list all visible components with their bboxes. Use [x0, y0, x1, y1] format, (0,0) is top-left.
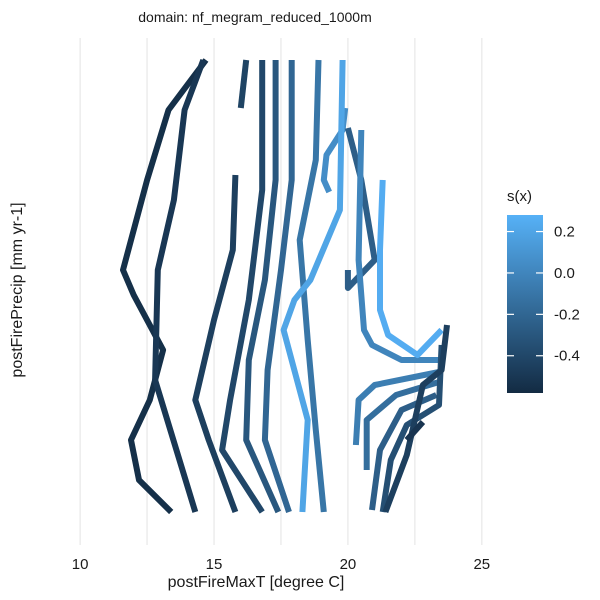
- x-axis-title: postFireMaxT [degree C]: [168, 574, 345, 591]
- x-axis-ticks: 10 15 20 25: [72, 556, 490, 573]
- contour-line: [243, 60, 282, 514]
- legend-title: s(x): [507, 188, 532, 205]
- contour-line: [404, 419, 426, 443]
- color-legend: s(x) 0.2 0.0 -0.2 -0.4: [507, 188, 580, 393]
- contour-line: [219, 60, 266, 514]
- x-tick-label: 10: [72, 556, 89, 573]
- contour-line: [355, 129, 439, 363]
- contour-line: [280, 59, 346, 513]
- x-tick-label: 15: [206, 556, 223, 573]
- legend-tick-label: -0.2: [554, 306, 580, 323]
- contour-line: [192, 174, 239, 514]
- contour-line: [377, 179, 444, 358]
- contour-line: [120, 58, 209, 515]
- contour-line: [363, 379, 440, 470]
- legend-ticks: 0.2 0.0 -0.2 -0.4: [507, 224, 580, 365]
- x-tick-label: 20: [340, 556, 357, 573]
- legend-colorbar: [507, 215, 543, 393]
- legend-tick-label: 0.0: [554, 265, 575, 282]
- contour-line: [261, 60, 295, 513]
- contour-line: [344, 127, 378, 291]
- contour-lines: [120, 58, 450, 515]
- contour-line: [382, 324, 450, 514]
- x-tick-label: 25: [473, 556, 490, 573]
- legend-tick-label: -0.4: [554, 348, 580, 365]
- contour-line: [237, 59, 250, 109]
- contour-line: [352, 369, 440, 446]
- chart-title: domain: nf_megram_reduced_1000m: [138, 9, 371, 25]
- legend-tick-label: 0.2: [554, 224, 575, 241]
- contour-line: [152, 58, 207, 513]
- y-axis-title: postFirePrecip [mm yr-1]: [9, 202, 26, 377]
- contour-line: [379, 344, 445, 513]
